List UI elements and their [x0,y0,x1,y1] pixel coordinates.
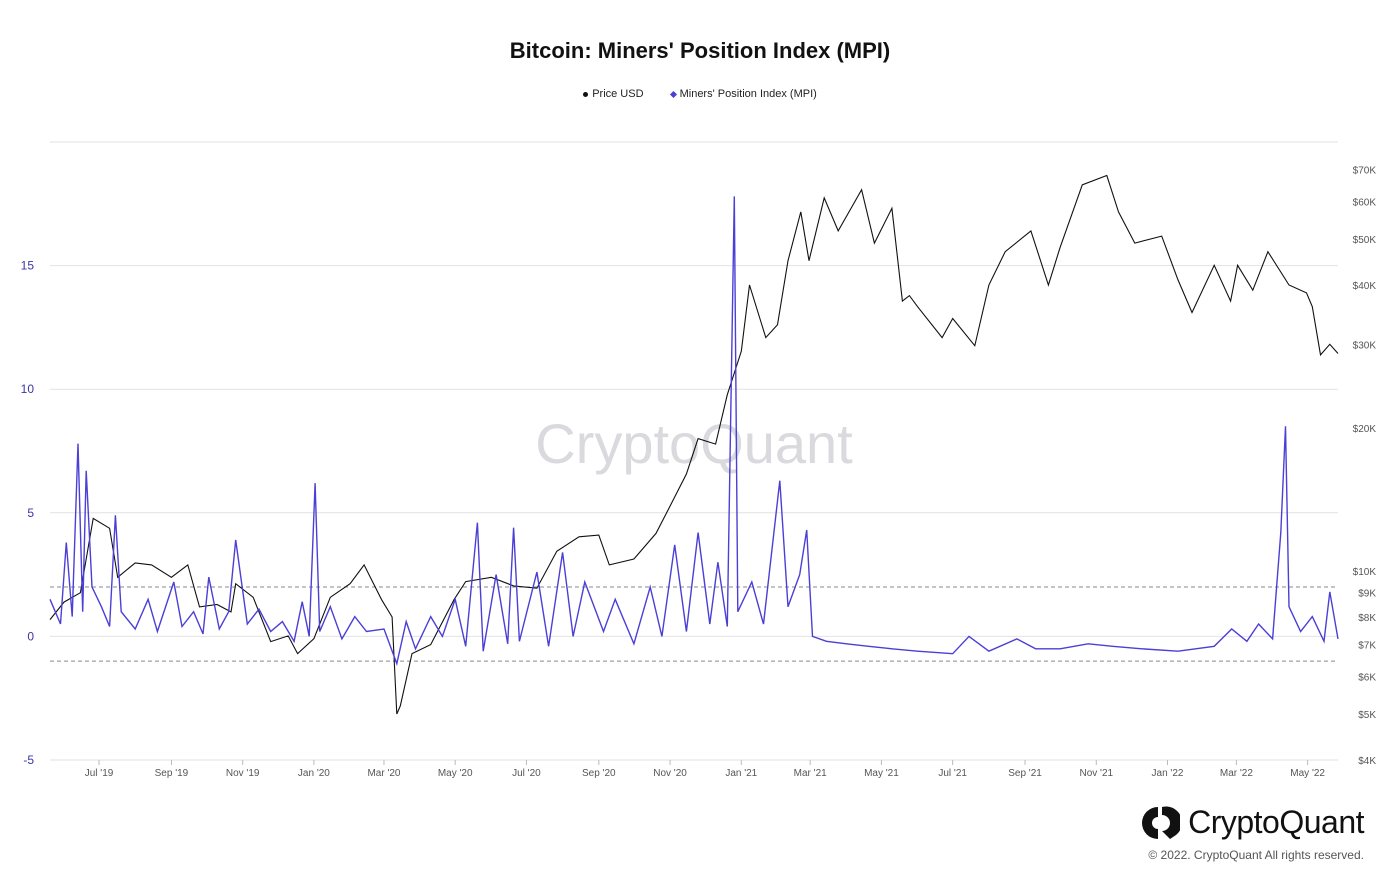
left-tick-label: 0 [27,629,34,643]
x-axis: Jul '19 Sep '19 Nov '19 Jan '20 Mar '20 May '… [85,760,1325,779]
right-tick-label: $9K [1358,589,1376,600]
left-tick-label: 5 [27,506,34,520]
right-tick-label: $7K [1358,641,1376,652]
right-tick-label: $50K [1353,235,1377,246]
series-line-price [49,174,1339,715]
x-tick-label: Jan '22 [1152,768,1184,779]
left-axis: -5 0 5 10 15 [21,259,35,767]
right-tick-label: $5K [1358,710,1376,721]
brand-logo: CryptoQuant [1140,804,1364,841]
legend-label-price: Price USD [592,88,644,100]
circle-marker-icon [583,91,589,97]
right-tick-label: $60K [1353,197,1377,208]
chart-series [49,174,1339,715]
x-tick-label: Mar '22 [1220,768,1253,779]
x-tick-label: Nov '21 [1079,768,1113,779]
x-tick-label: Jan '21 [725,768,757,779]
right-tick-label: $30K [1353,340,1377,351]
right-tick-label: $70K [1353,166,1377,177]
legend-label-mpi: Miners' Position Index (MPI) [679,88,817,100]
brand-name: CryptoQuant [1188,804,1364,840]
x-tick-label: May '22 [1290,768,1325,779]
x-tick-label: Jul '20 [512,768,541,779]
legend-item-mpi[interactable]: Miners' Position Index (MPI) [669,88,817,100]
x-tick-label: Nov '19 [226,768,260,779]
right-tick-label: $8K [1358,613,1376,624]
cryptoquant-logo-icon [1142,806,1181,839]
x-tick-label: Jul '21 [938,768,967,779]
x-tick-label: Sep '20 [582,768,616,779]
x-tick-label: Mar '21 [794,768,827,779]
chart-title: Bitcoin: Miners' Position Index (MPI) [509,38,891,63]
left-tick-label: -5 [23,753,34,767]
right-tick-label: $10K [1353,567,1377,578]
x-tick-label: Jan '20 [298,768,330,779]
right-axis: $4K $5K $6K $7K $8K $9K $10K $20K $30K $40K $50K $6… [1353,166,1377,767]
x-tick-label: May '21 [864,768,899,779]
right-tick-label: $6K [1358,672,1376,683]
right-tick-label: $4K [1358,756,1376,767]
x-tick-label: Sep '19 [155,768,189,779]
copyright-text: © 2022. CryptoQuant All rights reserved. [1148,848,1364,862]
x-tick-label: Sep '21 [1008,768,1042,779]
watermark-text: CryptoQuant [535,412,853,475]
x-tick-label: Mar '20 [367,768,400,779]
x-tick-label: Jul '19 [85,768,114,779]
left-tick-label: 15 [21,259,35,273]
chart-legend: Price USD Miners' Position Index (MPI) [0,88,1400,100]
legend-item-price[interactable]: Price USD [583,88,644,100]
left-tick-label: 10 [21,382,35,396]
x-tick-label: May '20 [438,768,473,779]
threshold-lines [50,586,1338,662]
right-tick-label: $40K [1353,281,1377,292]
chart-grid [50,141,1338,761]
x-tick-label: Nov '20 [653,768,687,779]
right-tick-label: $20K [1353,424,1377,435]
series-line-mpi [49,196,1339,667]
